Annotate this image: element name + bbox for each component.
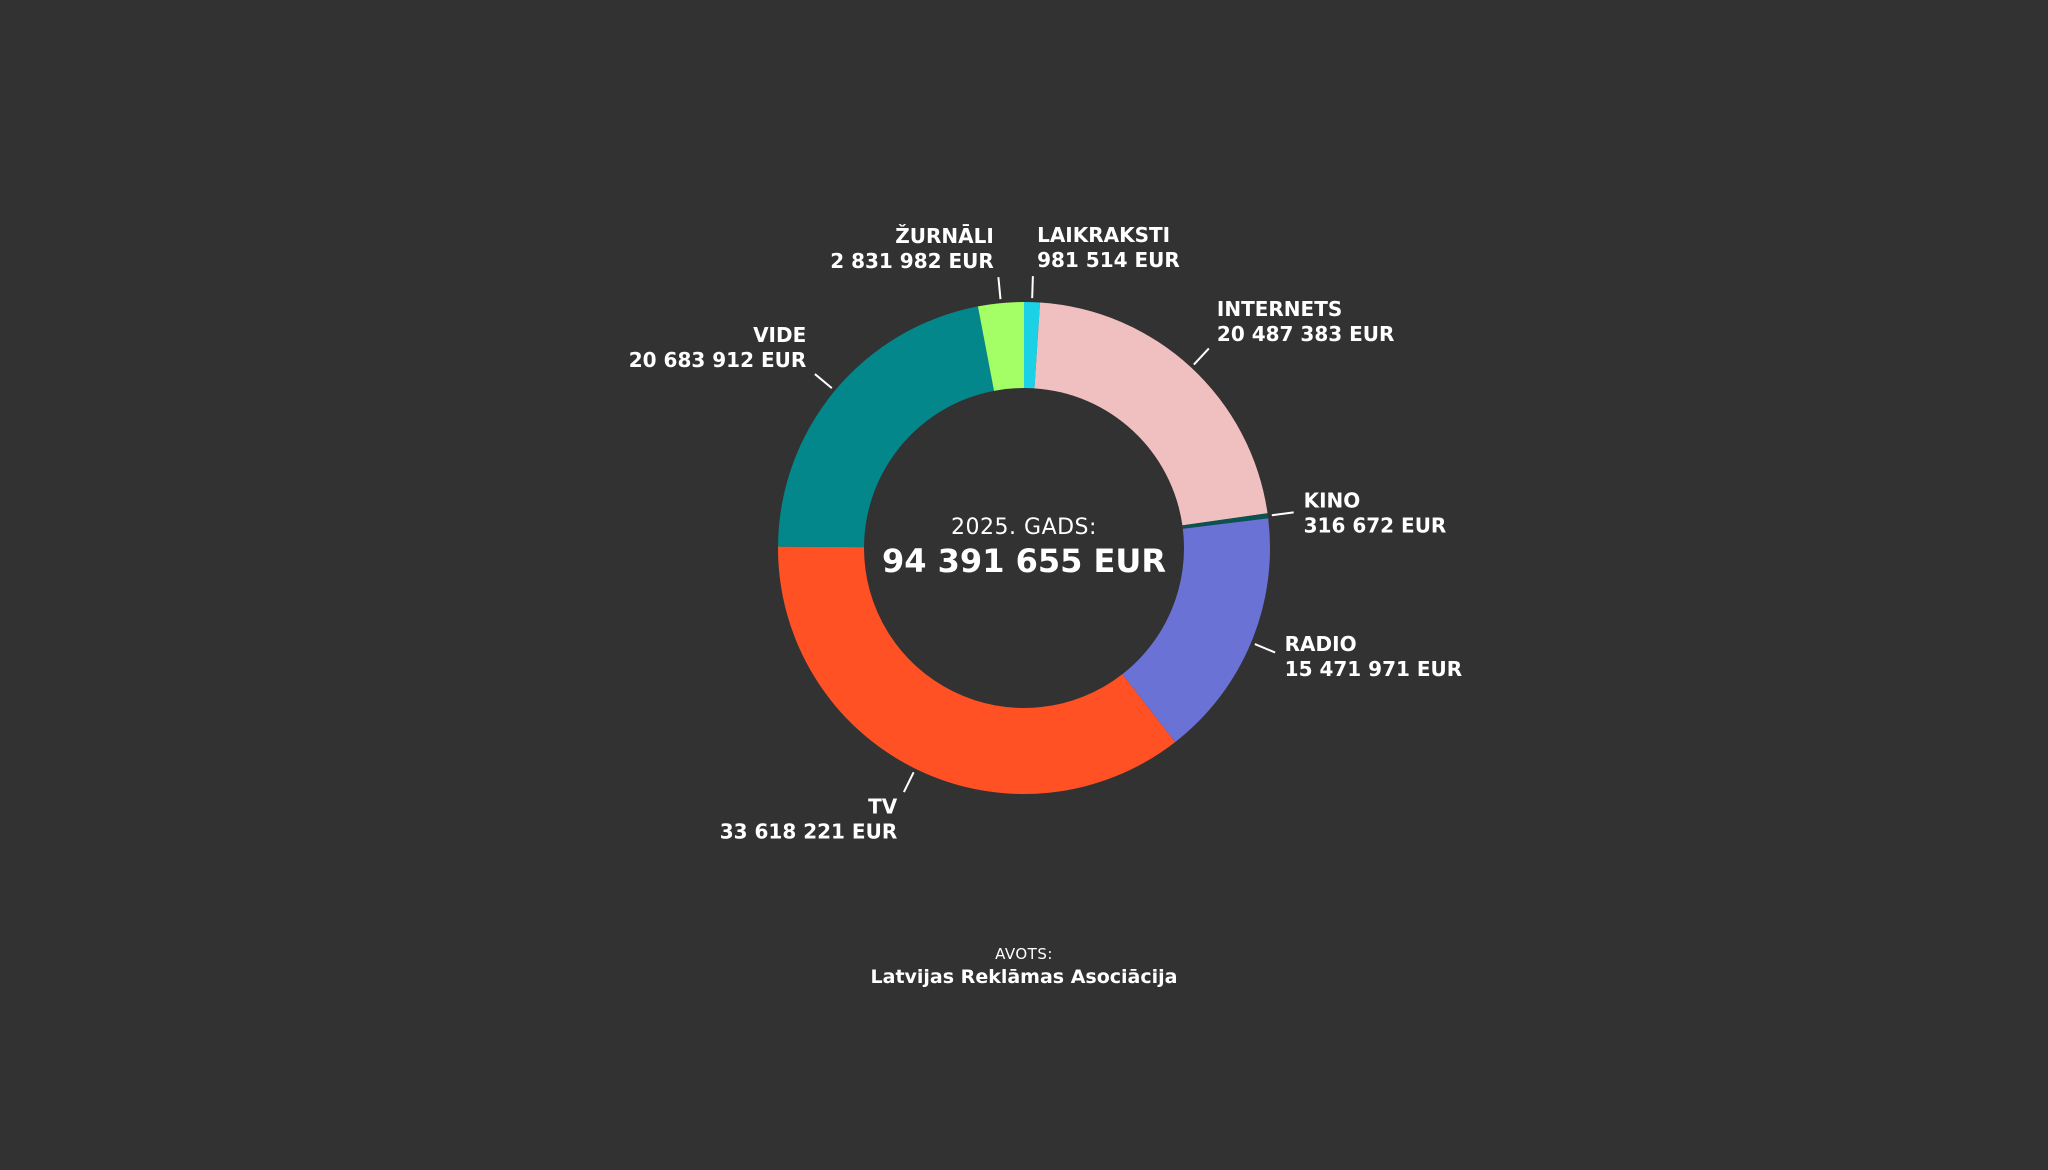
slice-tv: [777, 546, 1176, 794]
leader-line-laikraksti: [1031, 276, 1034, 299]
slice-zurnali: [977, 302, 1024, 391]
slice-label-value: 20 683 912 EUR: [629, 348, 807, 372]
slice-kino: [1182, 513, 1269, 529]
source-caption: AVOTS:: [995, 945, 1053, 963]
slice-label-internets: INTERNETS 20 487 383 EUR: [1217, 297, 1395, 346]
leader-line-radio: [1254, 643, 1276, 654]
slice-label-vide: VIDE 20 683 912 EUR: [629, 323, 807, 372]
slice-label-tv: TV 33 618 221 EUR: [720, 794, 898, 843]
slice-label-name: INTERNETS: [1217, 297, 1342, 321]
leader-line-vide: [814, 373, 833, 389]
slice-label-value: 2 831 982 EUR: [830, 249, 994, 273]
source-block: AVOTS: Latvijas Reklāmas Asociācija: [0, 945, 2048, 988]
center-caption: 2025. GADS:: [951, 515, 1097, 540]
slice-vide: [778, 306, 995, 548]
leader-line-zurnali: [997, 277, 1002, 300]
chart-slices: [777, 302, 1270, 794]
chart-leader-lines: [814, 276, 1294, 793]
slice-laikraksti: [1024, 302, 1041, 389]
slice-label-name: RADIO: [1285, 632, 1357, 656]
source-name: Latvijas Reklāmas Asociācija: [870, 966, 1178, 988]
chart-slice-labels: LAIKRAKSTI 981 514 EUR INTERNETS 20 487 383…: [629, 223, 1462, 843]
slice-label-kino: KINO 316 672 EUR: [1304, 489, 1447, 538]
leader-line-internets: [1193, 347, 1210, 366]
slice-label-name: KINO: [1304, 489, 1361, 513]
slice-label-value: 316 672 EUR: [1304, 514, 1447, 538]
slice-label-name: LAIKRAKSTI: [1037, 223, 1170, 247]
slice-radio: [1122, 518, 1270, 743]
leader-line-kino: [1271, 511, 1294, 517]
slice-label-radio: RADIO 15 471 971 EUR: [1285, 632, 1463, 681]
slice-internets: [1034, 302, 1268, 526]
slice-label-value: 981 514 EUR: [1037, 248, 1180, 272]
slice-label-value: 33 618 221 EUR: [720, 819, 898, 843]
center-total: 94 391 655 EUR: [882, 542, 1166, 580]
leader-line-tv: [902, 771, 915, 793]
slice-label-name: TV: [868, 794, 898, 818]
slice-label-laikraksti: LAIKRAKSTI 981 514 EUR: [1037, 223, 1180, 272]
slice-label-value: 15 471 971 EUR: [1285, 657, 1463, 681]
slice-label-name: ŽURNĀLI: [895, 224, 994, 248]
slice-label-zurnali: ŽURNĀLI 2 831 982 EUR: [830, 224, 994, 273]
slice-label-name: VIDE: [753, 323, 806, 347]
slice-label-value: 20 487 383 EUR: [1217, 322, 1395, 346]
